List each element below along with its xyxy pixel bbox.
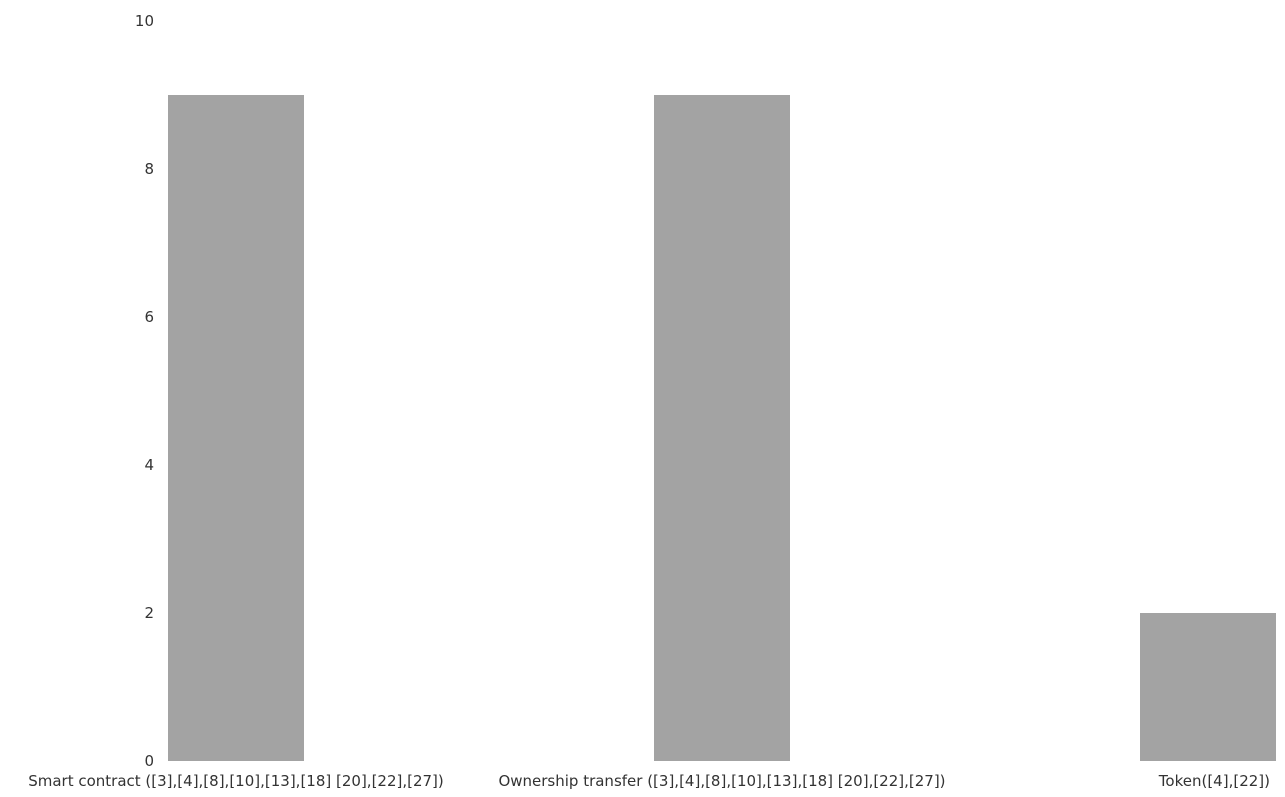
y-tick-label: 2 (144, 604, 154, 622)
bar (1140, 613, 1276, 761)
bar (168, 95, 304, 761)
bars (168, 95, 1276, 761)
x-axis: Smart contract ([3],[4],[8],[10],[13],[1… (28, 772, 1270, 790)
y-tick-label: 6 (144, 308, 154, 326)
y-tick-label: 10 (135, 12, 154, 30)
x-category-label: Ownership transfer ([3],[4],[8],[10],[13… (498, 772, 945, 790)
x-category-label: Smart contract ([3],[4],[8],[10],[13],[1… (28, 772, 444, 790)
y-axis: 0 2 4 6 8 10 (135, 12, 154, 770)
x-category-label: Token([4],[22]) (1158, 772, 1270, 790)
y-tick-label: 0 (144, 752, 154, 770)
y-tick-label: 4 (144, 456, 154, 474)
y-tick-label: 8 (144, 160, 154, 178)
bar (654, 95, 790, 761)
